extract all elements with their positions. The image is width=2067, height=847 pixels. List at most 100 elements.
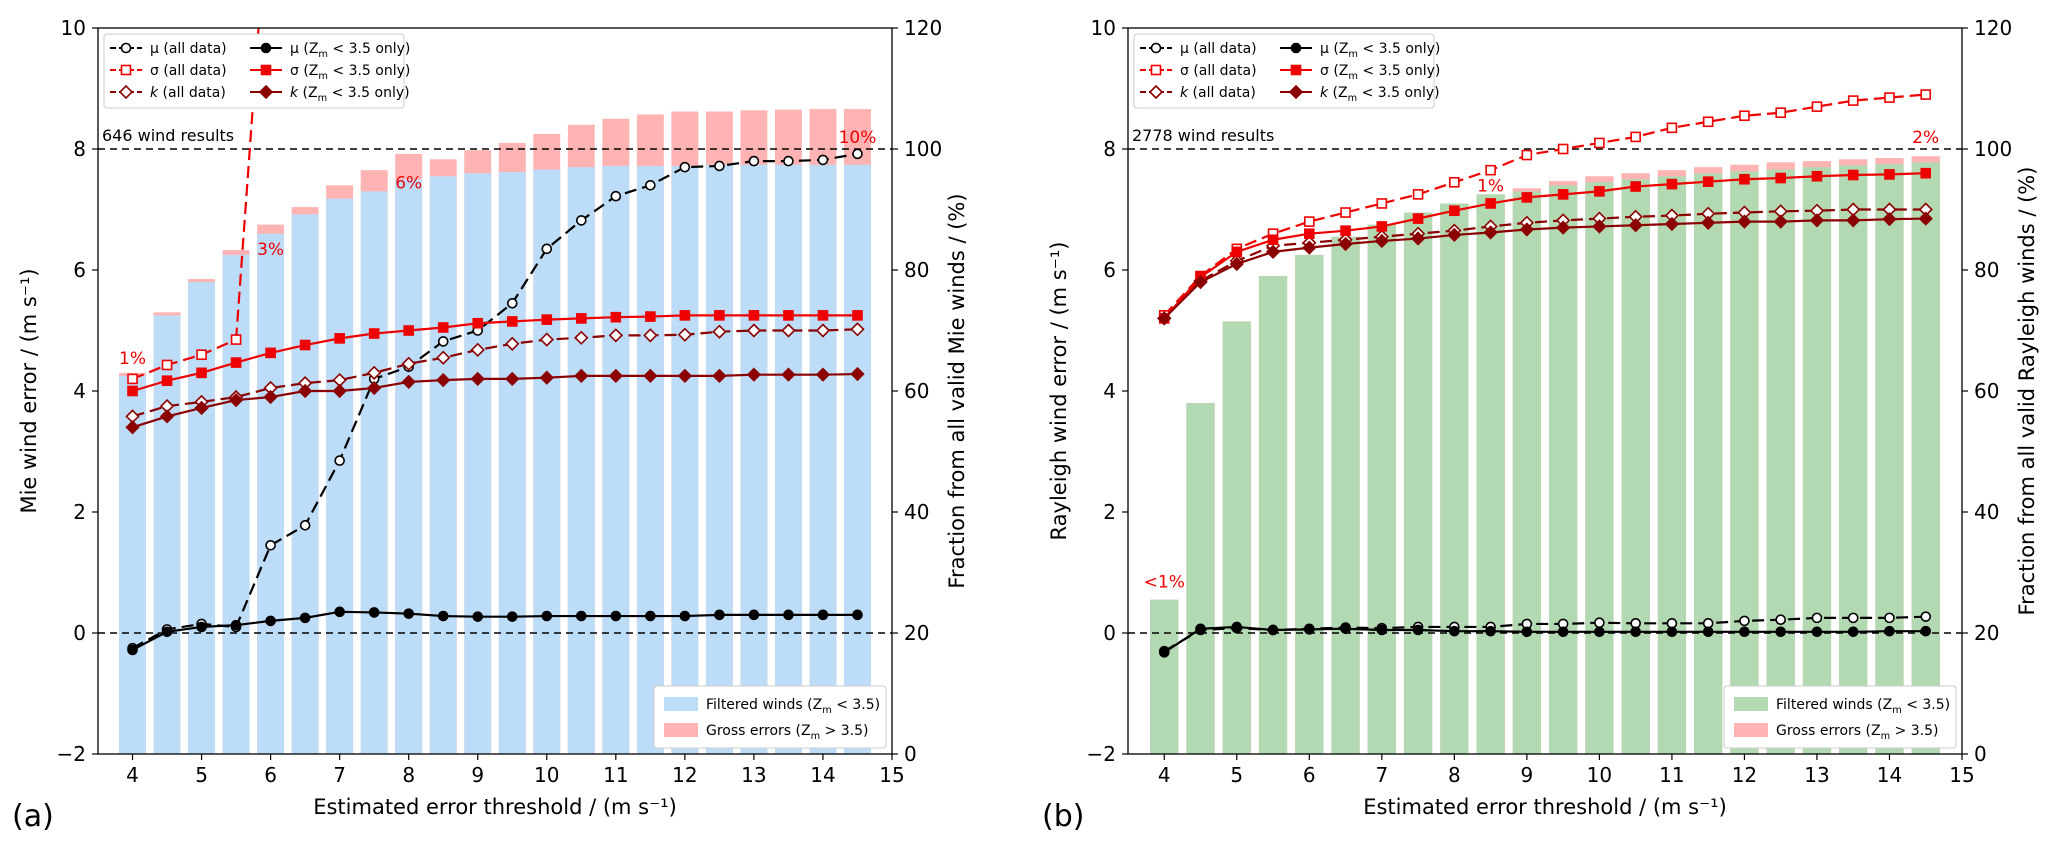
point-sigma-zm-only <box>1775 172 1786 184</box>
point-mu-all-data <box>1884 612 1895 624</box>
bar-filtered-winds <box>1367 224 1396 754</box>
point-sigma-all-data <box>161 359 173 371</box>
series-line-k-zm-only <box>1163 217 1926 320</box>
point-sigma-zm-only <box>437 322 449 333</box>
bar-filtered-winds <box>360 191 388 754</box>
point-k-zm-only <box>1846 213 1861 228</box>
point-k-zm-only <box>1809 213 1825 228</box>
point-k-all-data <box>781 323 796 338</box>
panel-label: (a) <box>12 799 54 834</box>
point-sigma-all-data <box>1521 149 1533 161</box>
y-tick-label: 2 <box>1103 500 1116 524</box>
point-sigma-zm-only <box>1376 221 1388 232</box>
legend-label-k-all-data: k (all data) <box>150 85 226 101</box>
y-tick-label: 4 <box>73 379 86 403</box>
point-mu-zm-only <box>1485 625 1496 637</box>
series-line-mu-all-data <box>131 152 858 650</box>
y2-tick-label: 0 <box>1974 742 1987 766</box>
point-k-zm-only <box>1737 214 1752 229</box>
legend-marker-k-all-data <box>118 84 134 100</box>
bar-filtered-winds <box>1621 179 1650 754</box>
point-sigma-all-data <box>1920 89 1932 100</box>
point-sigma-all-data <box>1775 107 1786 118</box>
bar-filtered-winds <box>1222 321 1251 754</box>
point-mu-zm-only <box>1158 647 1170 658</box>
point-sigma-all-data <box>1811 101 1823 112</box>
legend-label-mu-zm-only: μ (Zm​ < 3.5 only) <box>290 41 410 60</box>
point-mu-all-data <box>1775 614 1786 625</box>
y2-tick-label: 100 <box>904 137 942 161</box>
bar-filtered-winds <box>1440 203 1469 754</box>
point-k-zm-only <box>470 371 485 387</box>
bar-filtered-winds <box>844 164 871 754</box>
series-line-sigma-zm-only <box>1163 172 1926 320</box>
point-mu-zm-only <box>506 611 518 622</box>
y2-tick-label: 40 <box>904 500 929 524</box>
x-tick-label: 7 <box>333 763 346 787</box>
point-k-all-data <box>367 365 382 380</box>
point-k-zm-only <box>677 368 693 384</box>
point-k-zm-only <box>1773 214 1788 229</box>
point-sigma-all-data <box>1630 131 1641 143</box>
bar-filtered-winds <box>188 282 216 754</box>
point-sigma-zm-only <box>1594 186 1605 197</box>
point-sigma-all-data <box>1412 189 1424 200</box>
point-mu-zm-only <box>1775 626 1786 638</box>
series-line-sigma-all-data <box>1163 93 1926 317</box>
series-line-mu-zm-only <box>1163 625 1926 654</box>
point-k-zm-only <box>505 371 520 387</box>
y2-axis-label: Fraction from all valid Mie winds / (%) <box>945 193 969 588</box>
point-mu-zm-only <box>368 607 380 618</box>
plot-area <box>98 28 892 754</box>
point-sigma-all-data <box>196 349 207 361</box>
point-k-zm-only <box>1338 236 1353 252</box>
x-tick-label: 6 <box>1303 763 1316 787</box>
point-sigma-zm-only <box>403 325 414 336</box>
point-sigma-zm-only <box>230 357 242 368</box>
y-tick-label: 10 <box>61 16 86 40</box>
y-tick-label: 6 <box>1103 258 1116 282</box>
point-k-zm-only <box>1519 222 1535 237</box>
percent-annotation: 1% <box>1477 176 1504 196</box>
legend-label-mu-all-data: μ (all data) <box>150 41 227 57</box>
bar-legend-label: Filtered winds (Zm​ < 3.5) <box>1776 697 1950 716</box>
y-tick-label: −2 <box>57 742 86 766</box>
x-tick-label: 13 <box>741 763 766 787</box>
point-sigma-all-data <box>1304 216 1315 227</box>
point-mu-all-data <box>1739 615 1750 627</box>
point-mu-all-data <box>334 455 345 466</box>
legend-marker-mu-zm-only <box>1290 42 1302 54</box>
point-sigma-zm-only <box>1340 225 1351 236</box>
bar-filtered-winds <box>119 375 146 754</box>
point-mu-all-data <box>1847 612 1859 624</box>
point-sigma-zm-only <box>1412 213 1424 224</box>
y2-tick-label: 60 <box>904 379 929 403</box>
point-k-zm-only <box>1374 233 1389 249</box>
legend-label-k-zm-only: k (Zm​ < 3.5 only) <box>290 85 410 104</box>
bar-filtered-winds <box>395 179 423 754</box>
bar-legend-label: Gross errors (Zm​ > 3.5) <box>1776 723 1939 742</box>
bar-legend-swatch <box>1734 723 1768 737</box>
point-mu-zm-only <box>679 610 691 622</box>
point-k-all-data <box>505 336 520 351</box>
point-k-zm-only <box>1701 215 1716 230</box>
x-tick-label: 12 <box>1732 763 1757 787</box>
bar-filtered-winds <box>809 164 837 754</box>
point-k-zm-only <box>608 368 623 384</box>
x-tick-label: 9 <box>1521 763 1534 787</box>
y2-tick-label: 80 <box>1974 258 1999 282</box>
bar-filtered-winds <box>1585 182 1614 754</box>
bar-filtered-winds <box>774 164 802 754</box>
y-tick-label: 0 <box>1103 621 1116 645</box>
point-sigma-zm-only <box>852 310 863 321</box>
x-tick-label: 7 <box>1375 763 1388 787</box>
x-tick-label: 8 <box>402 763 415 787</box>
point-k-zm-only <box>159 409 175 424</box>
point-k-all-data <box>677 327 693 342</box>
y2-tick-label: 40 <box>1974 500 1999 524</box>
x-tick-label: 12 <box>672 763 697 787</box>
point-sigma-zm-only <box>1811 170 1823 182</box>
point-k-zm-only <box>263 389 278 405</box>
point-mu-zm-only <box>403 608 414 619</box>
bar-filtered-winds <box>1403 212 1433 754</box>
